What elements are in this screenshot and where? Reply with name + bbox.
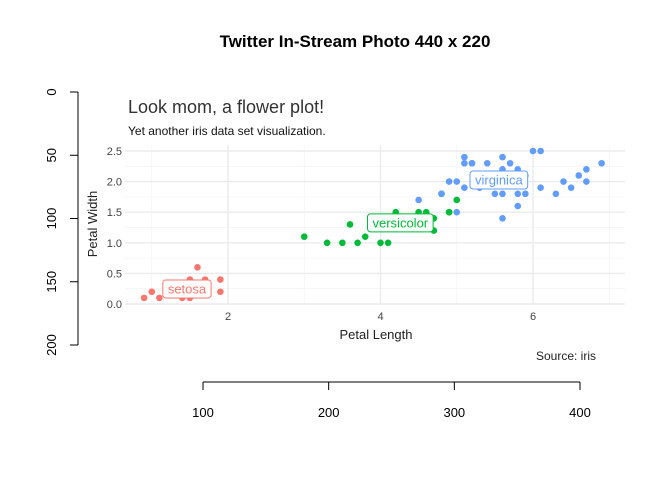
y-tick-label: 0.0 (107, 299, 122, 311)
data-point (217, 276, 224, 283)
data-point (156, 294, 163, 302)
data-point (300, 233, 308, 240)
data-point (522, 190, 529, 198)
y-tick-label: 1.5 (107, 207, 122, 219)
x-axis-label: Petal Length (339, 327, 412, 342)
data-point (384, 239, 392, 247)
data-point (453, 208, 461, 216)
outer-x-tick-label: 300 (443, 405, 465, 420)
y-tick-label: 2.0 (107, 177, 122, 189)
label-setosa: setosa (162, 279, 212, 299)
data-point (461, 153, 468, 161)
data-point (567, 184, 575, 192)
outer-y-tick-label: 0 (44, 88, 59, 95)
series-label: versicolor (373, 215, 429, 230)
data-point (583, 178, 590, 185)
data-point (346, 221, 354, 228)
outer-x-tick-label: 100 (192, 405, 214, 420)
label-box (367, 213, 434, 233)
x-tick-label: 2 (225, 311, 231, 323)
series-label: virginica (475, 173, 523, 188)
data-point (445, 208, 453, 216)
x-tick-labels: 2 4 6 (225, 311, 536, 323)
data-point (453, 178, 461, 185)
outer-y-tick-label: 150 (44, 271, 59, 293)
outer-y-tick-label: 50 (44, 148, 59, 162)
series-labels: setosa versicolor virginica (162, 170, 529, 299)
data-point (552, 190, 560, 198)
y-tick-labels: 0.0 0.5 1.0 1.5 2.0 2.5 (107, 146, 122, 311)
data-point (438, 190, 445, 198)
y-tick-label: 0.5 (107, 268, 122, 280)
data-point (194, 263, 201, 271)
outer-x-tick-label: 400 (569, 405, 591, 420)
data-point (361, 233, 369, 240)
outer-y-tick-label: 200 (44, 334, 59, 356)
data-point (537, 184, 544, 192)
data-point (323, 239, 331, 247)
y-tick-label: 1.0 (107, 238, 122, 250)
label-virginica: virginica (469, 170, 529, 190)
data-point (506, 159, 514, 167)
data-point (445, 178, 453, 185)
outer-title: Twitter In-Stream Photo 440 x 220 (220, 32, 491, 51)
data-point (514, 190, 522, 198)
data-point (339, 239, 346, 247)
x-tick-label: 4 (377, 311, 383, 323)
data-point (560, 178, 567, 185)
label-box (469, 170, 529, 190)
plot-subtitle: Yet another iris data set visualization. (128, 124, 326, 138)
y-axis-label: Petal Width (85, 191, 100, 257)
caption: Source: iris (536, 349, 596, 363)
y-tick-label: 2.5 (107, 146, 122, 158)
data-point (575, 172, 583, 179)
plot-title: Look mom, a flower plot! (128, 97, 324, 117)
data-point (148, 288, 156, 296)
series-label: setosa (168, 281, 207, 296)
data-point (461, 184, 468, 192)
data-point (461, 159, 468, 167)
data-point (217, 288, 224, 296)
data-point (499, 153, 506, 161)
data-point (491, 190, 499, 198)
data-point (453, 196, 461, 204)
data-point (499, 190, 506, 198)
data-point (583, 166, 590, 173)
outer-x-tick-label: 200 (318, 405, 340, 420)
outer-x-axis: 100 200 300 400 (192, 381, 591, 420)
data-point (598, 159, 605, 167)
data-point (514, 202, 522, 210)
x-tick-label: 6 (530, 311, 536, 323)
data-point (354, 239, 361, 247)
data-point (140, 294, 148, 302)
data-point (483, 159, 491, 167)
label-versicolor: versicolor (367, 213, 434, 233)
outer-y-tick-label: 100 (44, 208, 59, 230)
data-point (537, 147, 544, 155)
data-point (415, 196, 422, 204)
outer-y-axis: 0 50 100 150 200 (44, 88, 79, 356)
data-point (499, 215, 506, 222)
data-point (468, 159, 476, 167)
data-point (377, 239, 384, 247)
label-box (162, 279, 212, 299)
data-point (529, 147, 537, 155)
